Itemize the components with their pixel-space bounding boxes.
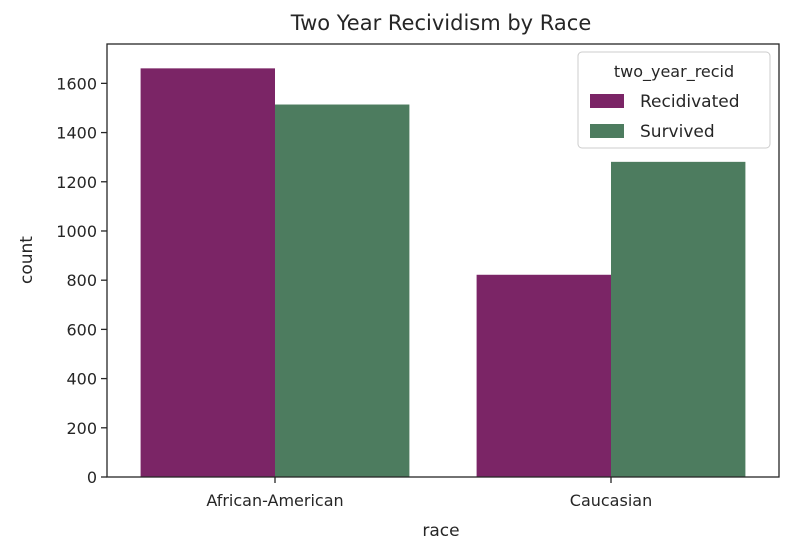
x-axis: African-American Caucasian [206,477,652,510]
x-tick-label: African-American [206,491,343,510]
legend-title: two_year_recid [614,62,734,82]
y-tick-label: 400 [66,370,97,389]
y-tick-label: 1400 [56,124,97,143]
bar-survived-african-american [275,104,410,477]
legend-swatch-recidivated [590,94,624,108]
bar-recidivated-african-american [140,68,275,477]
y-tick-label: 800 [66,271,97,290]
plot-frame [106,43,780,478]
legend: two_year_recid Recidivated Survived [577,51,771,149]
bars-group [140,68,746,477]
y-tick-label: 200 [66,419,97,438]
y-tick-label: 0 [87,468,97,487]
bar-survived-caucasian [611,161,746,477]
legend-label-survived: Survived [640,122,715,142]
y-tick-label: 1000 [56,222,97,241]
chart-title: Two Year Recividism by Race [290,11,592,35]
x-tick-label: Caucasian [570,491,652,510]
y-tick-label: 600 [66,320,97,339]
y-axis-label: count [17,236,37,284]
legend-swatch-survived [590,124,624,138]
bar-recidivated-caucasian [476,274,611,477]
legend-label-recidivated: Recidivated [640,92,740,112]
y-tick-label: 1200 [56,173,97,192]
y-axis: 0 200 400 600 800 1000 1200 1400 1600 [56,74,107,487]
y-tick-label: 1600 [56,74,97,93]
x-axis-label: race [422,521,459,541]
legend-box [577,51,771,149]
